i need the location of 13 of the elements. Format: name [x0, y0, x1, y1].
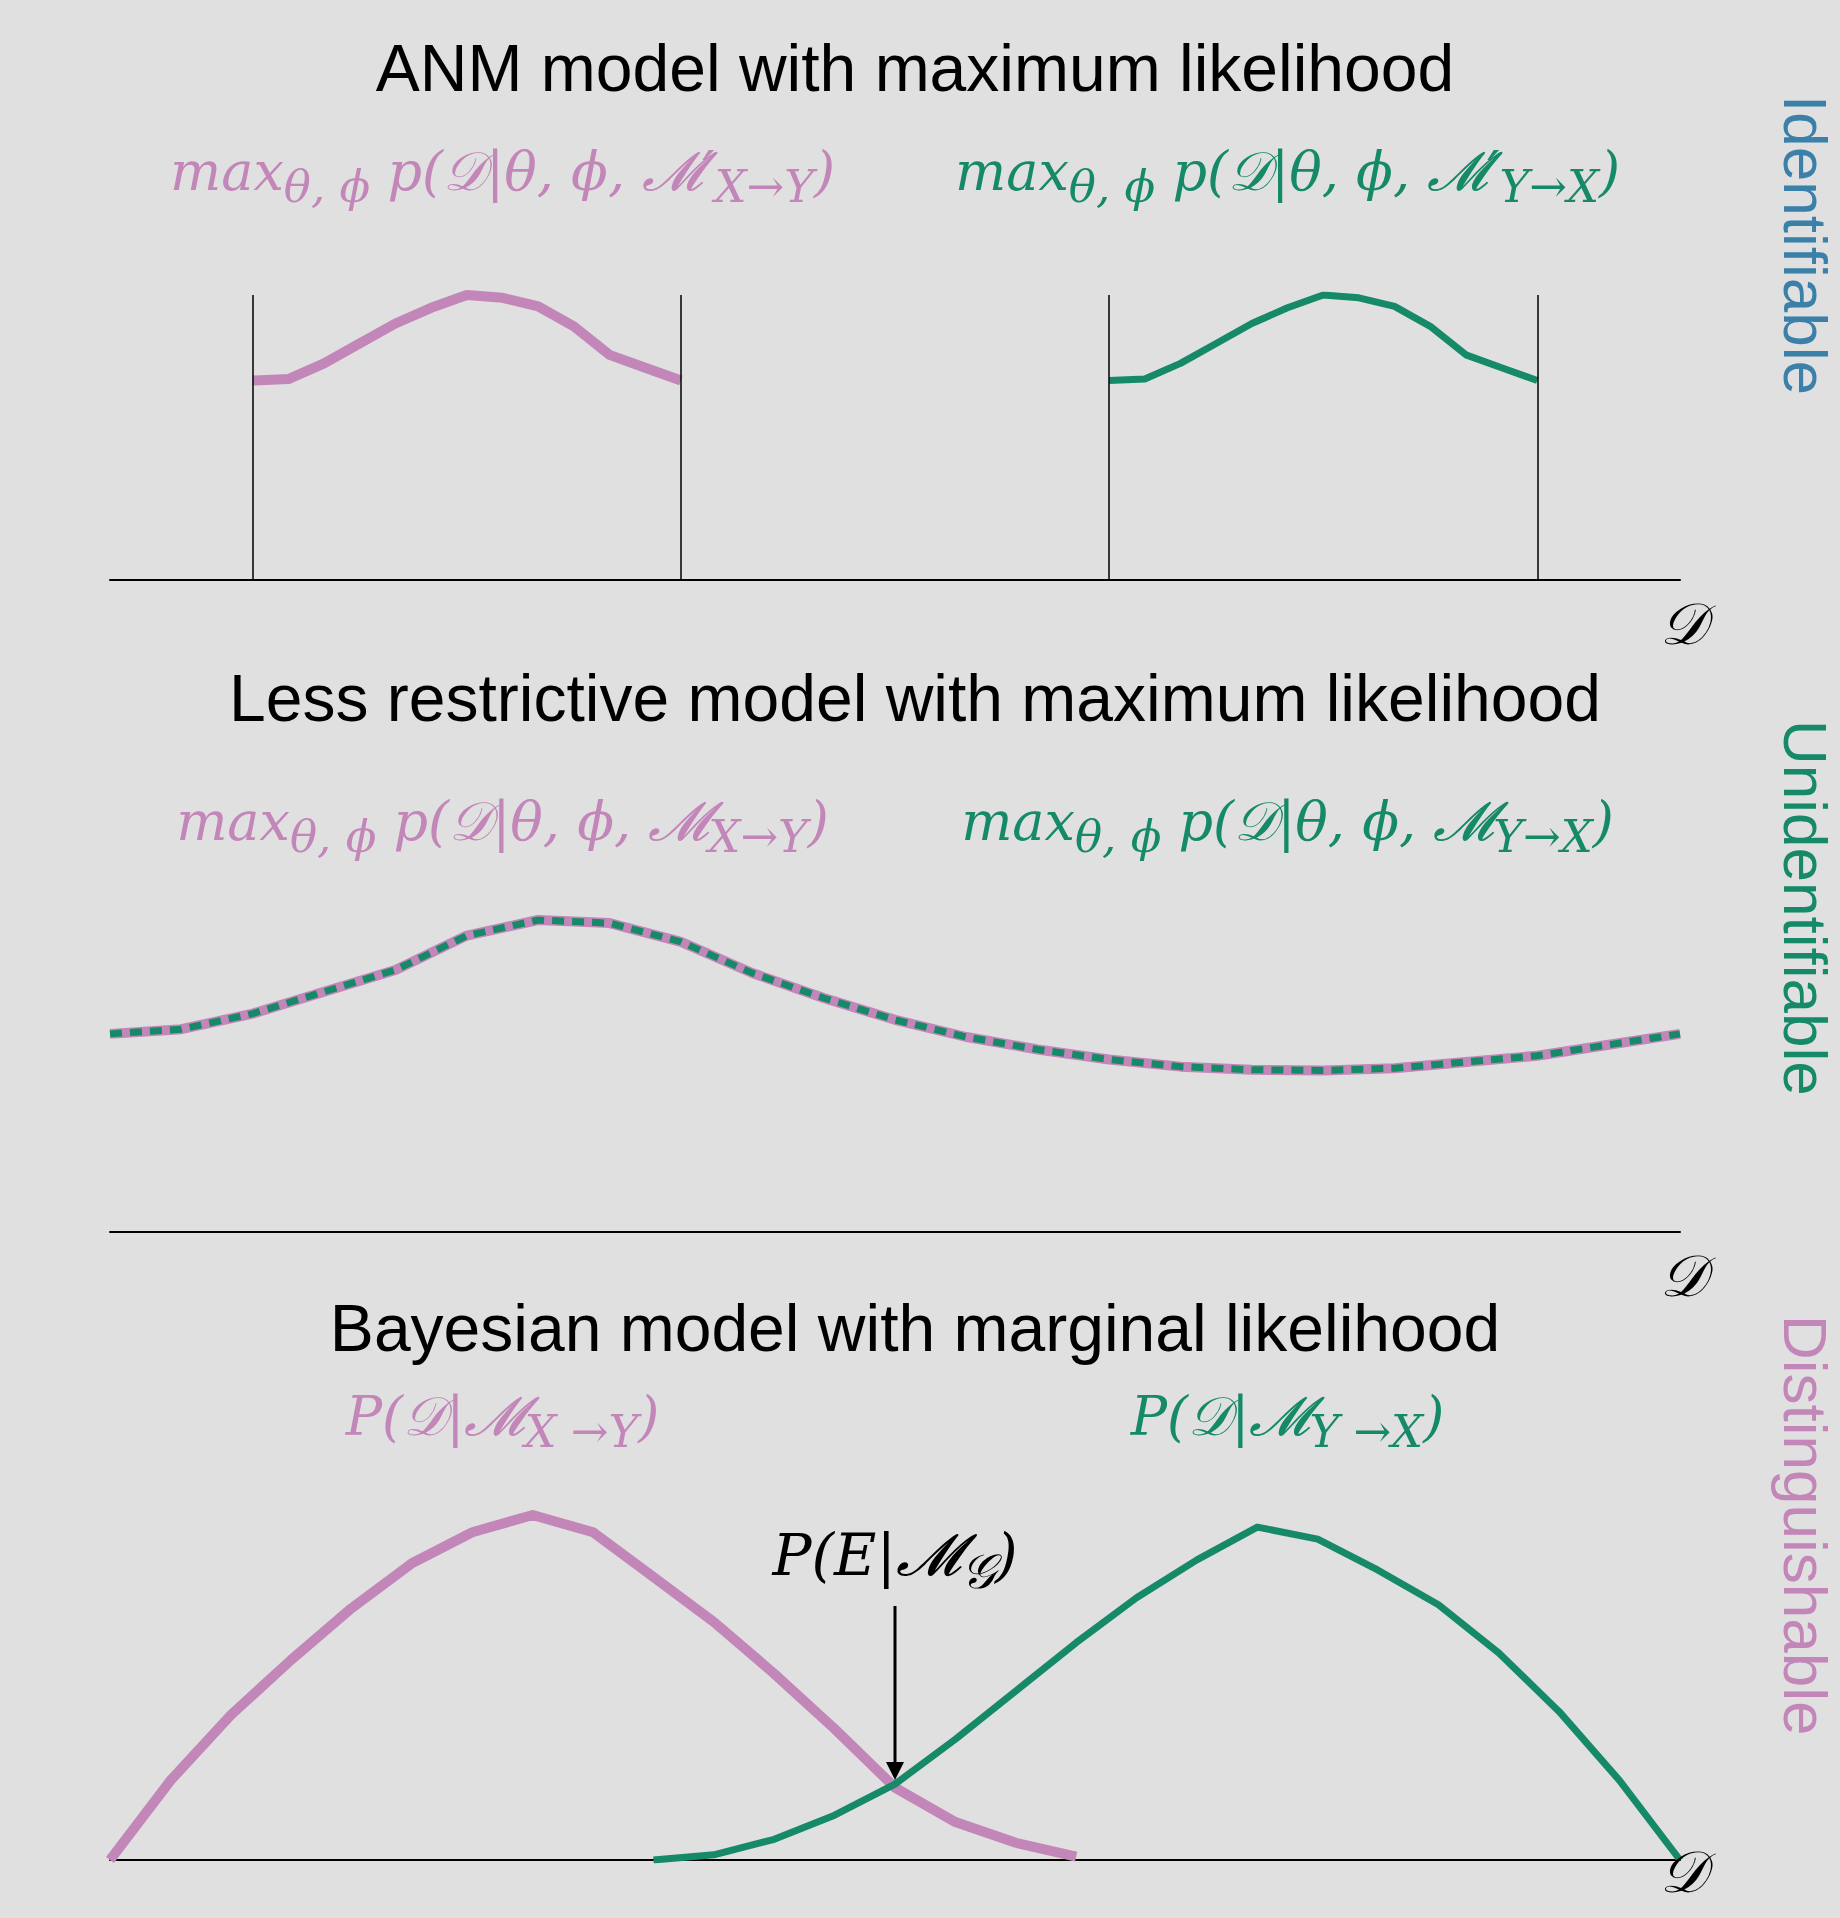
text: P(𝒟|𝓜$_{Y →X}$) [1130, 1385, 1445, 1458]
chart-title: Bayesian model with marginal likelihood [329, 1291, 1501, 1365]
text: Unidentifiable [1770, 720, 1840, 1096]
chart-title: ANM model with maximum likelihood [374, 30, 1456, 106]
chart-title: Less restrictive model with maximum likelihood [228, 660, 1602, 736]
text: Identifiable [1770, 95, 1840, 395]
annotation: P(E|𝓜$_{𝒢}$) [772, 1521, 1018, 1601]
text: max$_{θ, ϕ}$ p(𝒟|θ, ϕ, 𝓜′$_{X→Y}$) [170, 140, 835, 213]
series-label: max$_{θ, ϕ}$ p(𝒟|θ, ϕ, 𝓜$_{X→Y}$) [176, 790, 829, 863]
series-label: P(𝒟|𝓜$_{X →Y}$) [345, 1385, 660, 1458]
text: max$_{θ, ϕ}$ p(𝒟|θ, ϕ, 𝓜′$_{Y→X}$) [955, 140, 1620, 213]
text: max$_{θ, ϕ}$ p(𝒟|θ, ϕ, 𝓜$_{Y→X}$) [961, 790, 1614, 863]
text: Distinguishable [1770, 1315, 1840, 1736]
